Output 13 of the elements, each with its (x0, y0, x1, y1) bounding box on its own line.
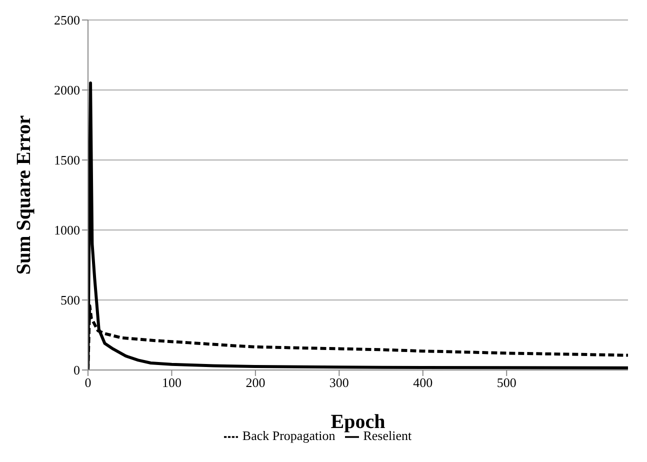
y-tick-label: 2500 (54, 12, 80, 28)
x-tick-label: 500 (496, 375, 516, 390)
y-tick-label: 0 (74, 362, 80, 378)
x-tick-label: 400 (413, 375, 433, 390)
y-tick-label: 2000 (54, 82, 80, 98)
x-tick-label: 200 (246, 375, 266, 390)
y-tick-label: 1500 (54, 152, 80, 168)
y-axis-title: Sum Square Error (13, 115, 36, 275)
x-tick-label: 300 (329, 375, 349, 390)
x-tick-label: 100 (162, 375, 182, 390)
y-tick-label: 1000 (54, 222, 80, 238)
x-tick-label: 0 (84, 375, 92, 390)
y-tick-label: 500 (60, 292, 80, 308)
